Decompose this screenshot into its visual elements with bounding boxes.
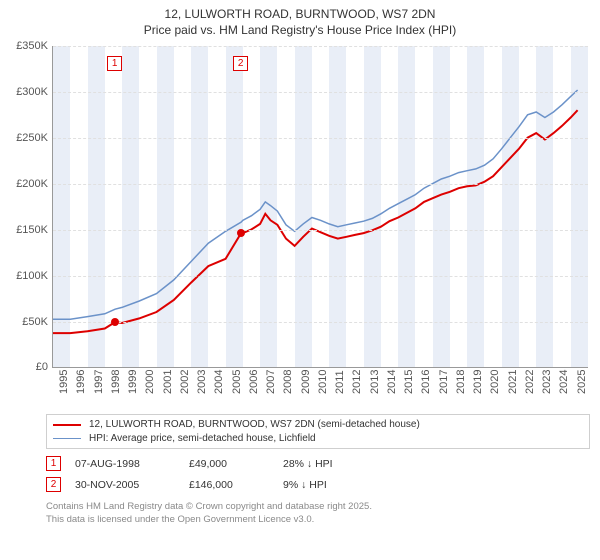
x-axis-label: 2020 <box>489 370 501 394</box>
sale-dot <box>111 318 119 326</box>
x-axis-label: 2018 <box>455 370 467 394</box>
x-axis-label: 2008 <box>282 370 294 394</box>
x-axis-label: 1999 <box>127 370 139 394</box>
x-axis-label: 2001 <box>162 370 174 394</box>
x-axis-label: 2009 <box>300 370 312 394</box>
y-axis-label: £100K <box>6 270 48 282</box>
plot-area: 12 <box>52 46 588 368</box>
x-axis-label: 2005 <box>231 370 243 394</box>
legend-swatch-property <box>53 424 81 426</box>
sale-row: 1 07-AUG-1998 £49,000 28% ↓ HPI <box>46 453 590 474</box>
x-axis-label: 2014 <box>386 370 398 394</box>
sale-price: £146,000 <box>189 479 269 491</box>
x-axis-label: 1998 <box>110 370 122 394</box>
attribution: Contains HM Land Registry data © Crown c… <box>46 501 590 526</box>
x-axis-label: 2023 <box>541 370 553 394</box>
y-axis-label: £300K <box>6 86 48 98</box>
x-axis-label: 2016 <box>420 370 432 394</box>
x-axis-label: 1995 <box>58 370 70 394</box>
x-axis-label: 2012 <box>351 370 363 394</box>
x-axis-label: 2002 <box>179 370 191 394</box>
x-axis-label: 2015 <box>403 370 415 394</box>
sale-events: 1 07-AUG-1998 £49,000 28% ↓ HPI 2 30-NOV… <box>46 453 590 495</box>
sale-delta: 9% ↓ HPI <box>283 479 373 491</box>
y-axis-label: £200K <box>6 178 48 190</box>
y-axis-label: £350K <box>6 40 48 52</box>
x-axis-label: 2003 <box>196 370 208 394</box>
title-line-2: Price paid vs. HM Land Registry's House … <box>4 22 596 38</box>
sale-marker-2: 2 <box>46 477 61 492</box>
x-axis-label: 2019 <box>472 370 484 394</box>
sale-marker-box: 2 <box>233 56 248 71</box>
x-axis-label: 2021 <box>507 370 519 394</box>
title-line-1: 12, LULWORTH ROAD, BURNTWOOD, WS7 2DN <box>4 6 596 22</box>
x-axis-label: 2022 <box>524 370 536 394</box>
legend-label-hpi: HPI: Average price, semi-detached house,… <box>89 433 316 444</box>
legend-row-property: 12, LULWORTH ROAD, BURNTWOOD, WS7 2DN (s… <box>53 419 583 430</box>
y-axis-label: £150K <box>6 224 48 236</box>
legend-row-hpi: HPI: Average price, semi-detached house,… <box>53 433 583 444</box>
x-axis-label: 1996 <box>75 370 87 394</box>
sale-dot <box>237 229 245 237</box>
sale-delta: 28% ↓ HPI <box>283 458 373 470</box>
legend-label-property: 12, LULWORTH ROAD, BURNTWOOD, WS7 2DN (s… <box>89 419 420 430</box>
y-axis-label: £50K <box>6 316 48 328</box>
y-axis-label: £250K <box>6 132 48 144</box>
sale-marker-1: 1 <box>46 456 61 471</box>
x-axis-label: 1997 <box>93 370 105 394</box>
chart-title-block: 12, LULWORTH ROAD, BURNTWOOD, WS7 2DN Pr… <box>0 0 600 40</box>
chart-container: 12 £0£50K£100K£150K£200K£250K£300K£350K1… <box>6 42 594 410</box>
x-axis-label: 2006 <box>248 370 260 394</box>
line-series-svg <box>53 46 588 367</box>
sale-price: £49,000 <box>189 458 269 470</box>
x-axis-label: 2011 <box>334 371 346 395</box>
legend: 12, LULWORTH ROAD, BURNTWOOD, WS7 2DN (s… <box>46 414 590 449</box>
sale-marker-box: 1 <box>107 56 122 71</box>
legend-swatch-hpi <box>53 438 81 439</box>
x-axis-label: 2013 <box>369 370 381 394</box>
sale-date: 07-AUG-1998 <box>75 458 175 470</box>
x-axis-label: 2004 <box>213 370 225 394</box>
x-axis-label: 2024 <box>558 370 570 394</box>
attribution-line-2: This data is licensed under the Open Gov… <box>46 514 590 526</box>
attribution-line-1: Contains HM Land Registry data © Crown c… <box>46 501 590 513</box>
x-axis-label: 2017 <box>438 370 450 394</box>
x-axis-label: 2025 <box>576 370 588 394</box>
sale-date: 30-NOV-2005 <box>75 479 175 491</box>
x-axis-label: 2010 <box>317 370 329 394</box>
x-axis-label: 2000 <box>144 370 156 394</box>
sale-row: 2 30-NOV-2005 £146,000 9% ↓ HPI <box>46 474 590 495</box>
y-axis-label: £0 <box>6 361 48 373</box>
x-axis-label: 2007 <box>265 370 277 394</box>
